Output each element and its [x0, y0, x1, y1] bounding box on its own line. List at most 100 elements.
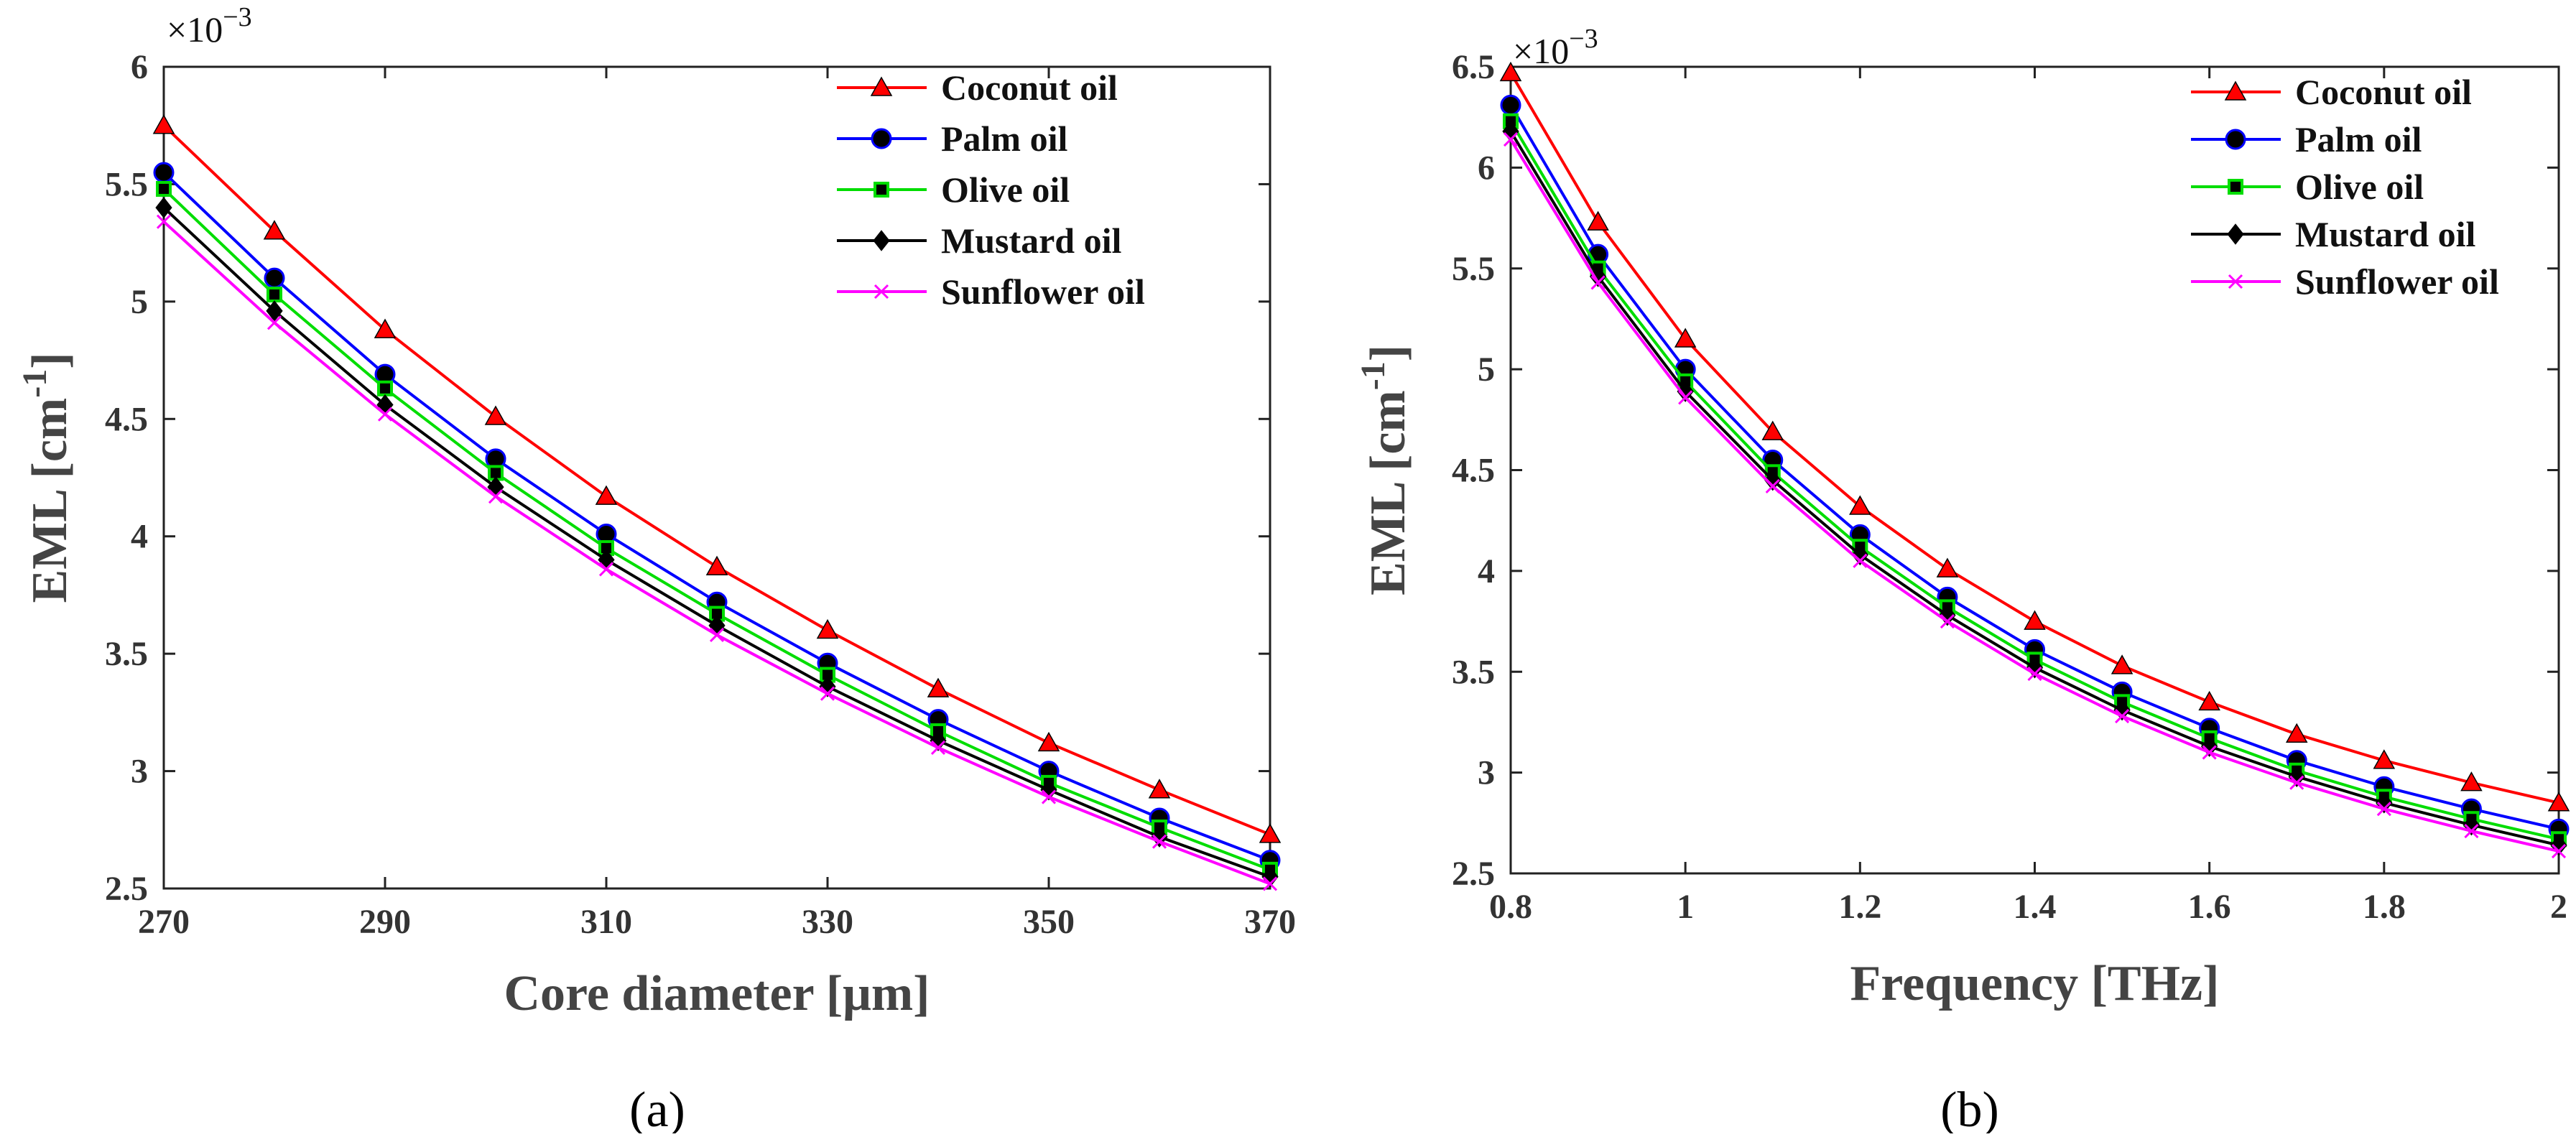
legend-label: Sunflower oil	[2295, 261, 2499, 302]
data-point	[267, 287, 282, 303]
data-point	[1041, 789, 1057, 804]
data-point	[820, 686, 835, 701]
chart-b: 0.8 1 1.2 1.4 1.6 1.8 2 2.5 3 3.5 4 4.5 5 5.5 6 6.5 ×10−…	[1354, 24, 2570, 1137]
y-tick-label: 3.5	[1452, 653, 1495, 691]
legend-marker	[874, 182, 889, 198]
data-point	[1259, 823, 1282, 843]
y-tick-label: 5	[1478, 351, 1495, 389]
data-point	[484, 405, 507, 425]
legend-label: Coconut oil	[941, 68, 1118, 108]
x-tick-label: 270	[138, 903, 190, 941]
data-point	[816, 618, 839, 639]
data-point	[1853, 553, 1868, 568]
data-point	[374, 318, 397, 338]
x-tick-label: 370	[1244, 903, 1296, 941]
data-point	[1500, 94, 1521, 116]
legend-marker	[2228, 274, 2243, 289]
data-point	[488, 489, 504, 504]
data-point	[2376, 802, 2391, 817]
legend-label: Mustard oil	[941, 221, 1122, 261]
legend-marker	[871, 128, 892, 149]
series-coconut-oil	[152, 114, 1282, 843]
x-axis-label: Frequency [THz]	[1850, 956, 2220, 1011]
y-tick-label: 3	[1478, 754, 1495, 792]
plot-frame	[162, 65, 1271, 890]
data-point	[1851, 544, 1868, 566]
y-tick-label: 4	[131, 518, 148, 556]
x-tick-label: 1.4	[2014, 888, 2057, 926]
data-point	[377, 407, 393, 422]
series-palm-oil	[1500, 94, 2570, 840]
y-tick-label: 5.5	[1452, 250, 1495, 288]
x-tick-label: 350	[1023, 903, 1075, 941]
series-palm-oil	[153, 162, 1281, 871]
figure-caption: (b)	[1940, 1082, 1999, 1133]
data-point	[2115, 708, 2130, 724]
data-point	[930, 740, 946, 755]
data-point	[1503, 132, 1519, 147]
data-point	[2202, 745, 2217, 760]
data-point	[1849, 495, 1871, 515]
legend-marker	[2228, 179, 2243, 195]
data-point	[2198, 690, 2220, 711]
y-tick-label: 4	[1478, 552, 1495, 590]
data-point	[1677, 381, 1694, 402]
legend: Coconut oil Palm oil Olive oil Mustard oil S…	[2191, 72, 2499, 302]
series-sunflower-oil	[156, 214, 1278, 891]
data-point	[2551, 844, 2567, 859]
y-tick-label: 6	[131, 48, 148, 86]
x-tick-label: 2	[2550, 888, 2567, 926]
legend-marker	[870, 76, 893, 96]
data-point	[1940, 614, 1955, 629]
data-point	[1152, 834, 1167, 849]
y-tick-label: 4.5	[1452, 452, 1495, 490]
data-point	[1764, 469, 1782, 491]
data-point	[2027, 666, 2042, 682]
data-point	[1148, 779, 1171, 799]
series-sunflower-oil	[1503, 132, 2567, 859]
legend-marker	[2227, 223, 2244, 245]
y-tick-label: 4.5	[105, 400, 148, 438]
data-point	[709, 627, 725, 643]
data-point	[263, 220, 286, 240]
series-line	[162, 221, 1271, 886]
x-tick-label: 1.8	[2363, 888, 2406, 926]
legend-label: Olive oil	[941, 170, 1070, 210]
data-point	[1590, 275, 1606, 290]
data-point	[1037, 731, 1060, 752]
legend-marker	[2225, 129, 2246, 150]
y-tick-label: 6	[1478, 149, 1495, 187]
y-tick-label: 3.5	[105, 635, 148, 673]
data-point	[1499, 61, 1522, 82]
legend: Coconut oil Palm oil Olive oil Mustard oil S…	[837, 68, 1145, 312]
y-tick-label: 5.5	[105, 165, 148, 203]
data-point	[264, 267, 285, 289]
data-point	[598, 562, 614, 577]
legend-label: Olive oil	[2295, 167, 2424, 207]
y-multiplier: ×10−3	[1513, 24, 1598, 71]
y-tick-label: 5	[131, 283, 148, 321]
legend-label: Coconut oil	[2295, 72, 2472, 112]
data-point	[1765, 478, 1780, 494]
data-point	[156, 180, 172, 197]
legend-marker	[2224, 80, 2247, 101]
data-point	[153, 162, 175, 183]
series-coconut-oil	[1499, 61, 2570, 812]
legend-label: Sunflower oil	[941, 272, 1145, 312]
y-tick-label: 6.5	[1452, 48, 1495, 86]
figure-caption: (a)	[629, 1082, 685, 1133]
data-point	[2464, 823, 2479, 839]
x-tick-label: 1	[1677, 888, 1694, 926]
data-point	[156, 214, 172, 229]
data-point	[2024, 610, 2046, 630]
x-tick-label: 310	[580, 903, 632, 941]
data-point	[2547, 792, 2570, 812]
x-tick-label: 330	[802, 903, 853, 941]
data-point	[1262, 876, 1278, 891]
legend-label: Palm oil	[2295, 119, 2422, 159]
chart-a: 270 290 310 330 350 370 2.5 3 3.5 4 4.5 5 5.5 6 ×10−3 C…	[16, 2, 1296, 1137]
y-axis-label: EML [cm-1]	[16, 352, 78, 603]
data-point	[705, 555, 728, 575]
data-point	[152, 114, 175, 134]
